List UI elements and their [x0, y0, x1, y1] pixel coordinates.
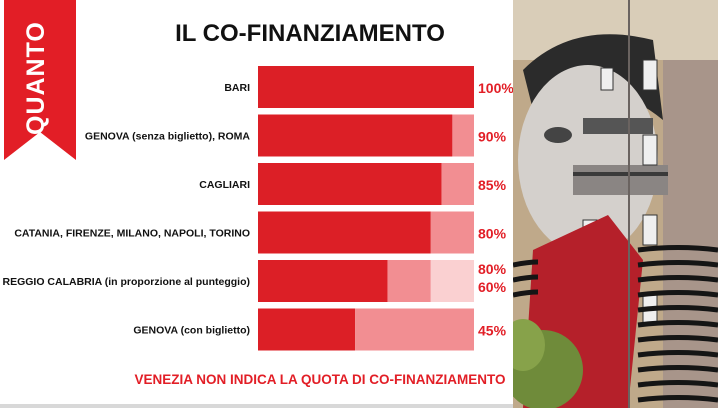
bar-segment	[258, 308, 356, 351]
category-label: CAGLIARI	[199, 179, 250, 191]
value-label: 90%	[478, 129, 507, 145]
bar-segment	[258, 211, 431, 254]
value-label: 80%	[478, 261, 507, 277]
value-label: 60%	[478, 279, 507, 295]
bar-segment	[452, 114, 474, 157]
bar-segment	[430, 260, 474, 302]
value-label: 100%	[478, 80, 513, 96]
category-label: CATANIA, FIRENZE, MILANO, NAPOLI, TORINO	[14, 228, 250, 240]
street-art-mural-photo	[513, 0, 718, 408]
bar-chart: BARI 100% GENOVA (senza biglietto), ROMA 90…	[2, 66, 513, 351]
category-label: BARI	[224, 82, 250, 94]
value-label: 80%	[478, 226, 507, 242]
bar-segment	[355, 308, 474, 351]
category-label: GENOVA (senza biglietto), ROMA	[85, 131, 251, 143]
ribbon-bookmark	[4, 0, 76, 160]
category-label: GENOVA (con biglietto)	[133, 325, 250, 337]
bar-segment	[387, 260, 431, 302]
bar-segment	[258, 114, 453, 157]
bar-segment	[258, 260, 388, 302]
footnote: VENEZIA NON INDICA LA QUOTA DI CO-FINANZ…	[134, 372, 506, 387]
value-label: 45%	[478, 323, 507, 339]
bar-segment	[258, 66, 474, 108]
bar-segment	[430, 211, 474, 254]
value-label: 85%	[478, 177, 507, 193]
bar-segment	[441, 163, 474, 205]
bar-segment	[258, 163, 442, 205]
category-label: REGGIO CALABRIA (in proporzione al punte…	[2, 276, 250, 288]
bottom-rule	[0, 404, 513, 408]
chart-title: IL CO-FINANZIAMENTO	[175, 20, 445, 47]
